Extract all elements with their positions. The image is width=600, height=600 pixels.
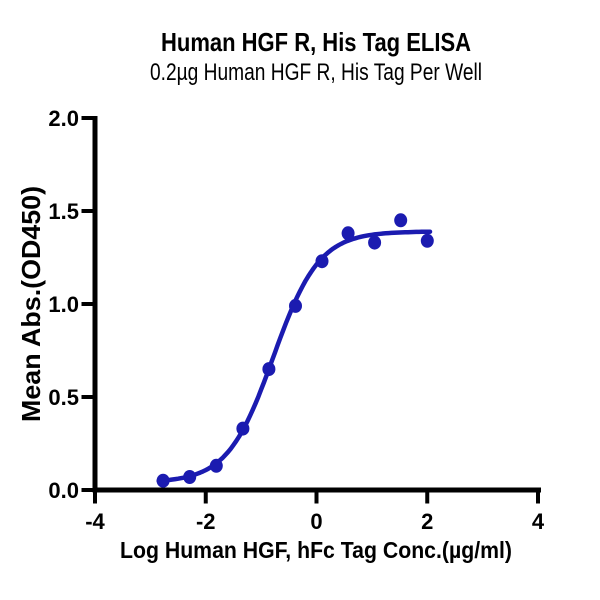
data-point bbox=[209, 458, 223, 473]
data-point bbox=[289, 298, 302, 313]
x-axis-tick-label: 0 bbox=[310, 509, 322, 534]
data-point bbox=[315, 254, 329, 269]
y-axis-label: Mean Abs.(OD450) bbox=[16, 186, 46, 422]
data-point bbox=[341, 226, 355, 241]
fit-curve bbox=[156, 229, 433, 484]
axes bbox=[92, 116, 541, 493]
data-point bbox=[236, 421, 250, 436]
chart-title: Human HGF R, His Tag ELISA bbox=[161, 27, 471, 57]
x-axis-ticks: -4 -2 0 2 4 bbox=[85, 492, 545, 534]
data-point bbox=[262, 362, 276, 377]
y-axis-tick-label: 1.0 bbox=[48, 292, 79, 317]
x-axis-tick-label: -2 bbox=[196, 509, 216, 534]
x-axis-tick-label: -4 bbox=[85, 509, 105, 534]
y-axis-tick-label: 1.5 bbox=[48, 199, 79, 224]
data-point bbox=[183, 470, 197, 484]
y-axis-tick-label: 2.0 bbox=[48, 106, 79, 131]
data-point bbox=[156, 473, 170, 488]
data-point bbox=[420, 233, 434, 248]
y-axis-ticks: 0.0 0.5 1.0 1.5 2.0 bbox=[48, 106, 93, 503]
x-axis-label: Log Human HGF, hFc Tag Conc.(µg/ml) bbox=[120, 537, 512, 563]
plot-series bbox=[156, 213, 434, 488]
y-axis-tick-label: 0.5 bbox=[48, 385, 79, 410]
x-axis-tick-label: 4 bbox=[532, 509, 545, 534]
chart-subtitle: 0.2µg Human HGF R, His Tag Per Well bbox=[150, 59, 482, 86]
x-axis-tick-label: 2 bbox=[421, 509, 433, 534]
y-axis-tick-label: 0.0 bbox=[48, 478, 79, 503]
data-point bbox=[394, 213, 408, 228]
data-point bbox=[368, 235, 382, 250]
